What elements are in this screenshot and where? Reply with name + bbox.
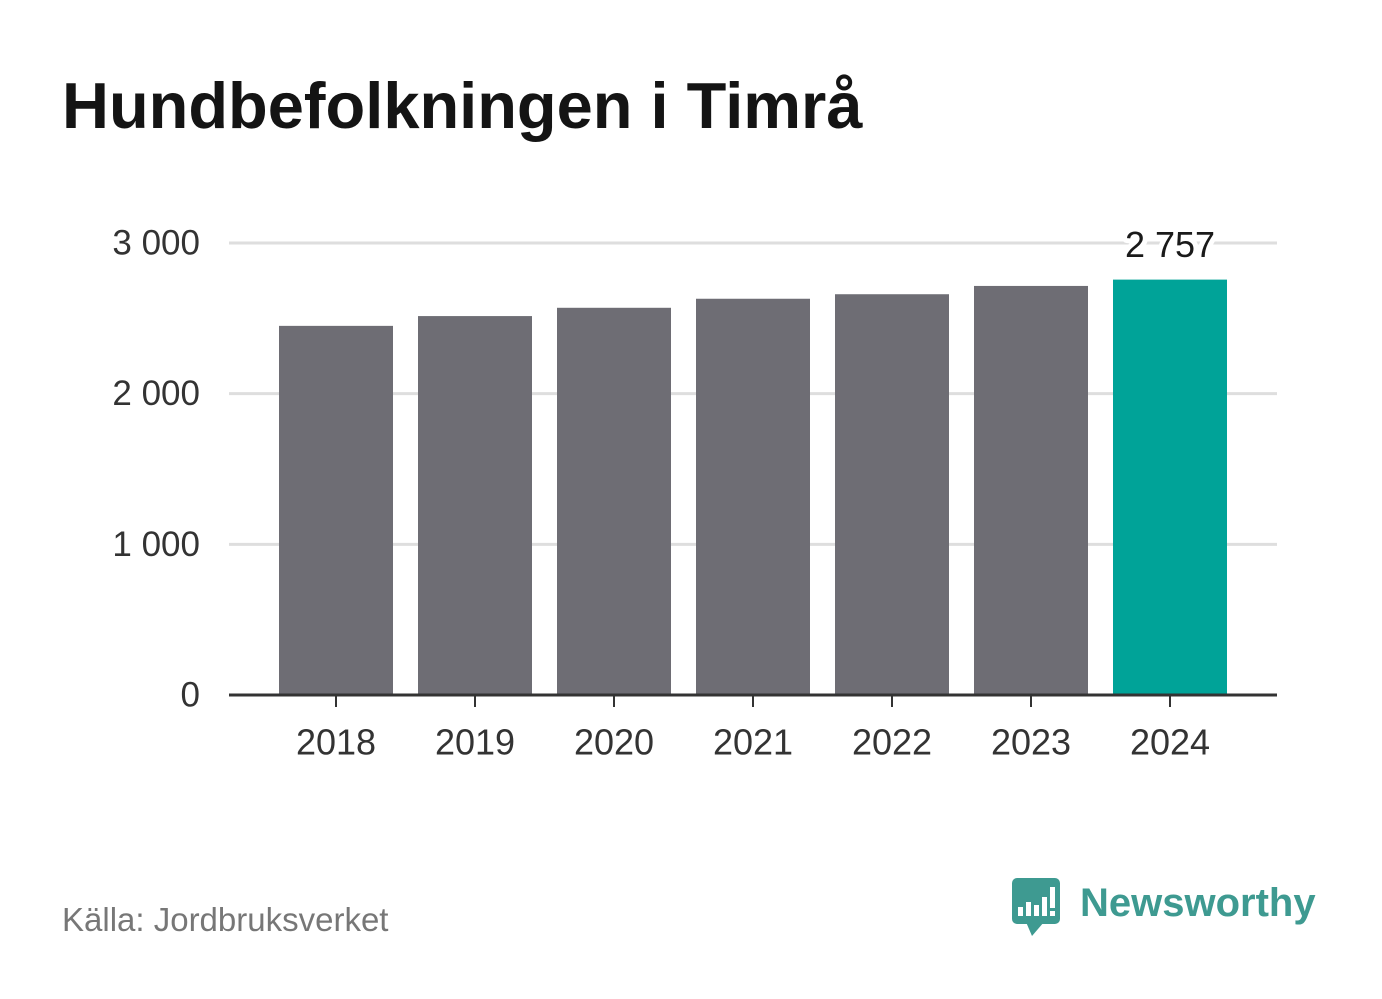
- x-tick-label-2019: 2019: [435, 722, 515, 763]
- newsworthy-logo-icon: [1012, 878, 1060, 936]
- logo-wordmark: Newsworthy: [1080, 881, 1316, 925]
- x-tick-label-2020: 2020: [574, 722, 654, 763]
- bar-2018: [279, 325, 393, 695]
- x-axis: [229, 693, 1277, 707]
- x-tick-label-2021: 2021: [713, 722, 793, 763]
- value-label-2024: 2 757: [1125, 224, 1215, 265]
- y-tick-label: 3 000: [112, 224, 200, 263]
- x-tick-label-2023: 2023: [991, 722, 1071, 763]
- y-tick-label: 1 000: [112, 525, 200, 564]
- bar-2023: [974, 285, 1088, 695]
- newsworthy-logo: Newsworthy: [1010, 876, 1330, 940]
- bar-2021: [696, 298, 810, 695]
- x-tick-label-2018: 2018: [296, 722, 376, 763]
- y-tick-label: 0: [181, 676, 200, 715]
- x-tick-label-2022: 2022: [852, 722, 932, 763]
- chart-title: Hundbefolkningen i Timrå: [62, 69, 863, 142]
- bar-2020: [557, 307, 671, 695]
- bars: [279, 279, 1227, 695]
- y-tick-label: 2 000: [112, 374, 200, 413]
- x-tick-label-2024: 2024: [1130, 722, 1210, 763]
- bar-chart: 0 1 000 2 000 3 000 2018 2019 2020 2021 2022 2023…: [112, 219, 1277, 763]
- source-note: Källa: Jordbruksverket: [62, 901, 389, 938]
- bar-2024: [1113, 279, 1227, 695]
- chart-labels: 0 1 000 2 000 3 000 2018 2019 2020 2021 2022 2023…: [112, 219, 1220, 763]
- bar-2022: [835, 294, 949, 695]
- bar-2019: [418, 316, 532, 695]
